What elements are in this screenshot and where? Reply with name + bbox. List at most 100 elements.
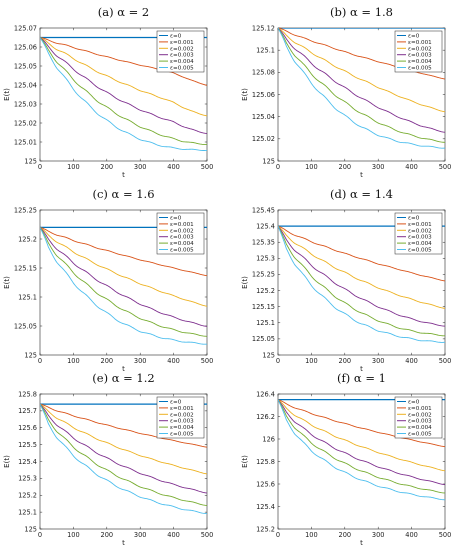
legend-label: ε=0 xyxy=(408,400,420,406)
x-tick-label: 500 xyxy=(201,163,214,171)
y-tick-label: 125.2 xyxy=(256,525,275,533)
plot-frame xyxy=(39,27,208,162)
x-tick-label: 300 xyxy=(134,163,147,171)
legend-label: ε=0.002 xyxy=(170,412,194,418)
x-tick-label: 400 xyxy=(405,531,418,539)
x-tick-label: 200 xyxy=(101,531,114,539)
series-line xyxy=(278,28,445,133)
x-tick-label: 200 xyxy=(339,163,352,171)
series-line xyxy=(40,403,207,506)
series-line xyxy=(40,227,207,307)
x-axis-label: t xyxy=(360,539,363,547)
chart-title: (a) α = 2 xyxy=(98,5,150,19)
y-tick-label: 125.06 xyxy=(252,91,275,99)
series-line xyxy=(278,225,445,343)
legend-box xyxy=(156,212,205,255)
legend-label: ε=0.001 xyxy=(170,40,194,46)
x-tick-label: 500 xyxy=(439,357,452,365)
y-tick-label: 125.03 xyxy=(14,100,37,108)
y-tick-label: 125.1 xyxy=(256,46,275,54)
series-line xyxy=(278,399,445,486)
x-tick-label: 0 xyxy=(276,163,280,171)
series-line xyxy=(40,37,207,151)
x-tick-label: 100 xyxy=(305,531,318,539)
series-line xyxy=(278,28,445,113)
x-tick-label: 100 xyxy=(67,163,80,171)
y-tick-label: 125.3 xyxy=(18,475,37,483)
series-line xyxy=(278,28,445,143)
legend-label: ε=0.002 xyxy=(408,46,432,52)
x-tick-label: 500 xyxy=(201,357,214,365)
chart-title: (f) α = 1 xyxy=(337,371,386,385)
x-tick-label: 200 xyxy=(339,357,352,365)
y-tick-label: 125.3 xyxy=(256,255,275,263)
legend-label: ε=0 xyxy=(170,34,182,40)
x-tick-label: 300 xyxy=(372,163,385,171)
y-tick-label: 125.08 xyxy=(252,69,275,77)
x-tick-label: 400 xyxy=(167,531,180,539)
series-line xyxy=(278,225,445,282)
chart-panel: (c) α = 1.6 0 100 200 300 400 500 125 125.05 125.… xyxy=(3,187,213,373)
x-tick-label: 500 xyxy=(439,531,452,539)
y-tick-label: 125 xyxy=(24,525,37,533)
y-tick-label: 125.2 xyxy=(18,235,37,243)
legend-label: ε=0.004 xyxy=(408,59,432,65)
legend-label: ε=0 xyxy=(408,34,420,40)
x-tick-label: 200 xyxy=(339,531,352,539)
x-tick-label: 100 xyxy=(305,163,318,171)
y-tick-label: 125.2 xyxy=(18,492,37,500)
y-tick-label: 126.4 xyxy=(256,390,275,398)
y-tick-label: 125.12 xyxy=(252,24,275,32)
legend-label: ε=0.003 xyxy=(170,235,194,241)
x-axis-label: t xyxy=(360,171,363,179)
y-tick-label: 125.02 xyxy=(14,119,37,127)
series-line xyxy=(278,399,445,448)
legend-label: ε=0.002 xyxy=(170,228,194,234)
y-tick-label: 126.2 xyxy=(256,413,275,421)
y-tick-label: 125.15 xyxy=(252,303,275,311)
y-tick-label: 125.05 xyxy=(14,62,37,70)
chart-title: (d) α = 1.4 xyxy=(330,187,393,201)
x-tick-label: 100 xyxy=(305,357,318,365)
legend-label: ε=0.005 xyxy=(170,248,194,254)
legend-label: ε=0.003 xyxy=(408,235,432,241)
legend-label: ε=0.001 xyxy=(408,406,432,412)
x-tick-label: 0 xyxy=(276,531,280,539)
y-tick-label: 126 xyxy=(262,435,275,443)
x-tick-label: 200 xyxy=(101,163,114,171)
legend-label: ε=0.004 xyxy=(408,241,432,247)
series-line xyxy=(40,403,207,475)
legend-label: ε=0 xyxy=(408,216,420,222)
y-tick-label: 125.4 xyxy=(256,222,275,230)
legend-label: ε=0.005 xyxy=(170,66,194,72)
legend-label: ε=0.004 xyxy=(170,59,194,65)
series-line xyxy=(278,399,445,501)
y-tick-label: 125.05 xyxy=(14,322,37,330)
legend-label: ε=0.001 xyxy=(170,406,194,412)
legend-label: ε=0.004 xyxy=(408,425,432,431)
chart-title: (b) α = 1.8 xyxy=(330,5,393,19)
series-line xyxy=(40,226,207,277)
legend-label: ε=0.003 xyxy=(408,53,432,59)
y-tick-label: 125.8 xyxy=(256,458,275,466)
y-axis-label: E(t) xyxy=(3,88,11,101)
x-tick-label: 0 xyxy=(38,531,42,539)
series-line xyxy=(278,399,445,494)
chart-panel: (f) α = 1 0 100 200 300 400 500 125.2 125.4 125.6… xyxy=(241,371,451,547)
y-tick-label: 125.15 xyxy=(14,264,37,272)
y-tick-label: 125.02 xyxy=(252,135,275,143)
y-tick-label: 125 xyxy=(24,157,37,165)
series-line xyxy=(278,225,445,309)
series-line xyxy=(278,28,445,149)
series-line xyxy=(40,403,207,494)
x-tick-label: 500 xyxy=(439,163,452,171)
legend-label: ε=0.002 xyxy=(408,228,432,234)
legend-box xyxy=(156,396,205,439)
legend-label: ε=0 xyxy=(170,400,182,406)
chart-panel: (a) α = 2 0 100 200 300 400 500 125 125.01 125.02… xyxy=(3,5,213,179)
legend-label: ε=0.001 xyxy=(408,40,432,46)
series-line xyxy=(40,37,207,86)
y-tick-label: 125.35 xyxy=(252,239,275,247)
y-axis-label: E(t) xyxy=(3,276,11,289)
x-tick-label: 0 xyxy=(38,163,42,171)
